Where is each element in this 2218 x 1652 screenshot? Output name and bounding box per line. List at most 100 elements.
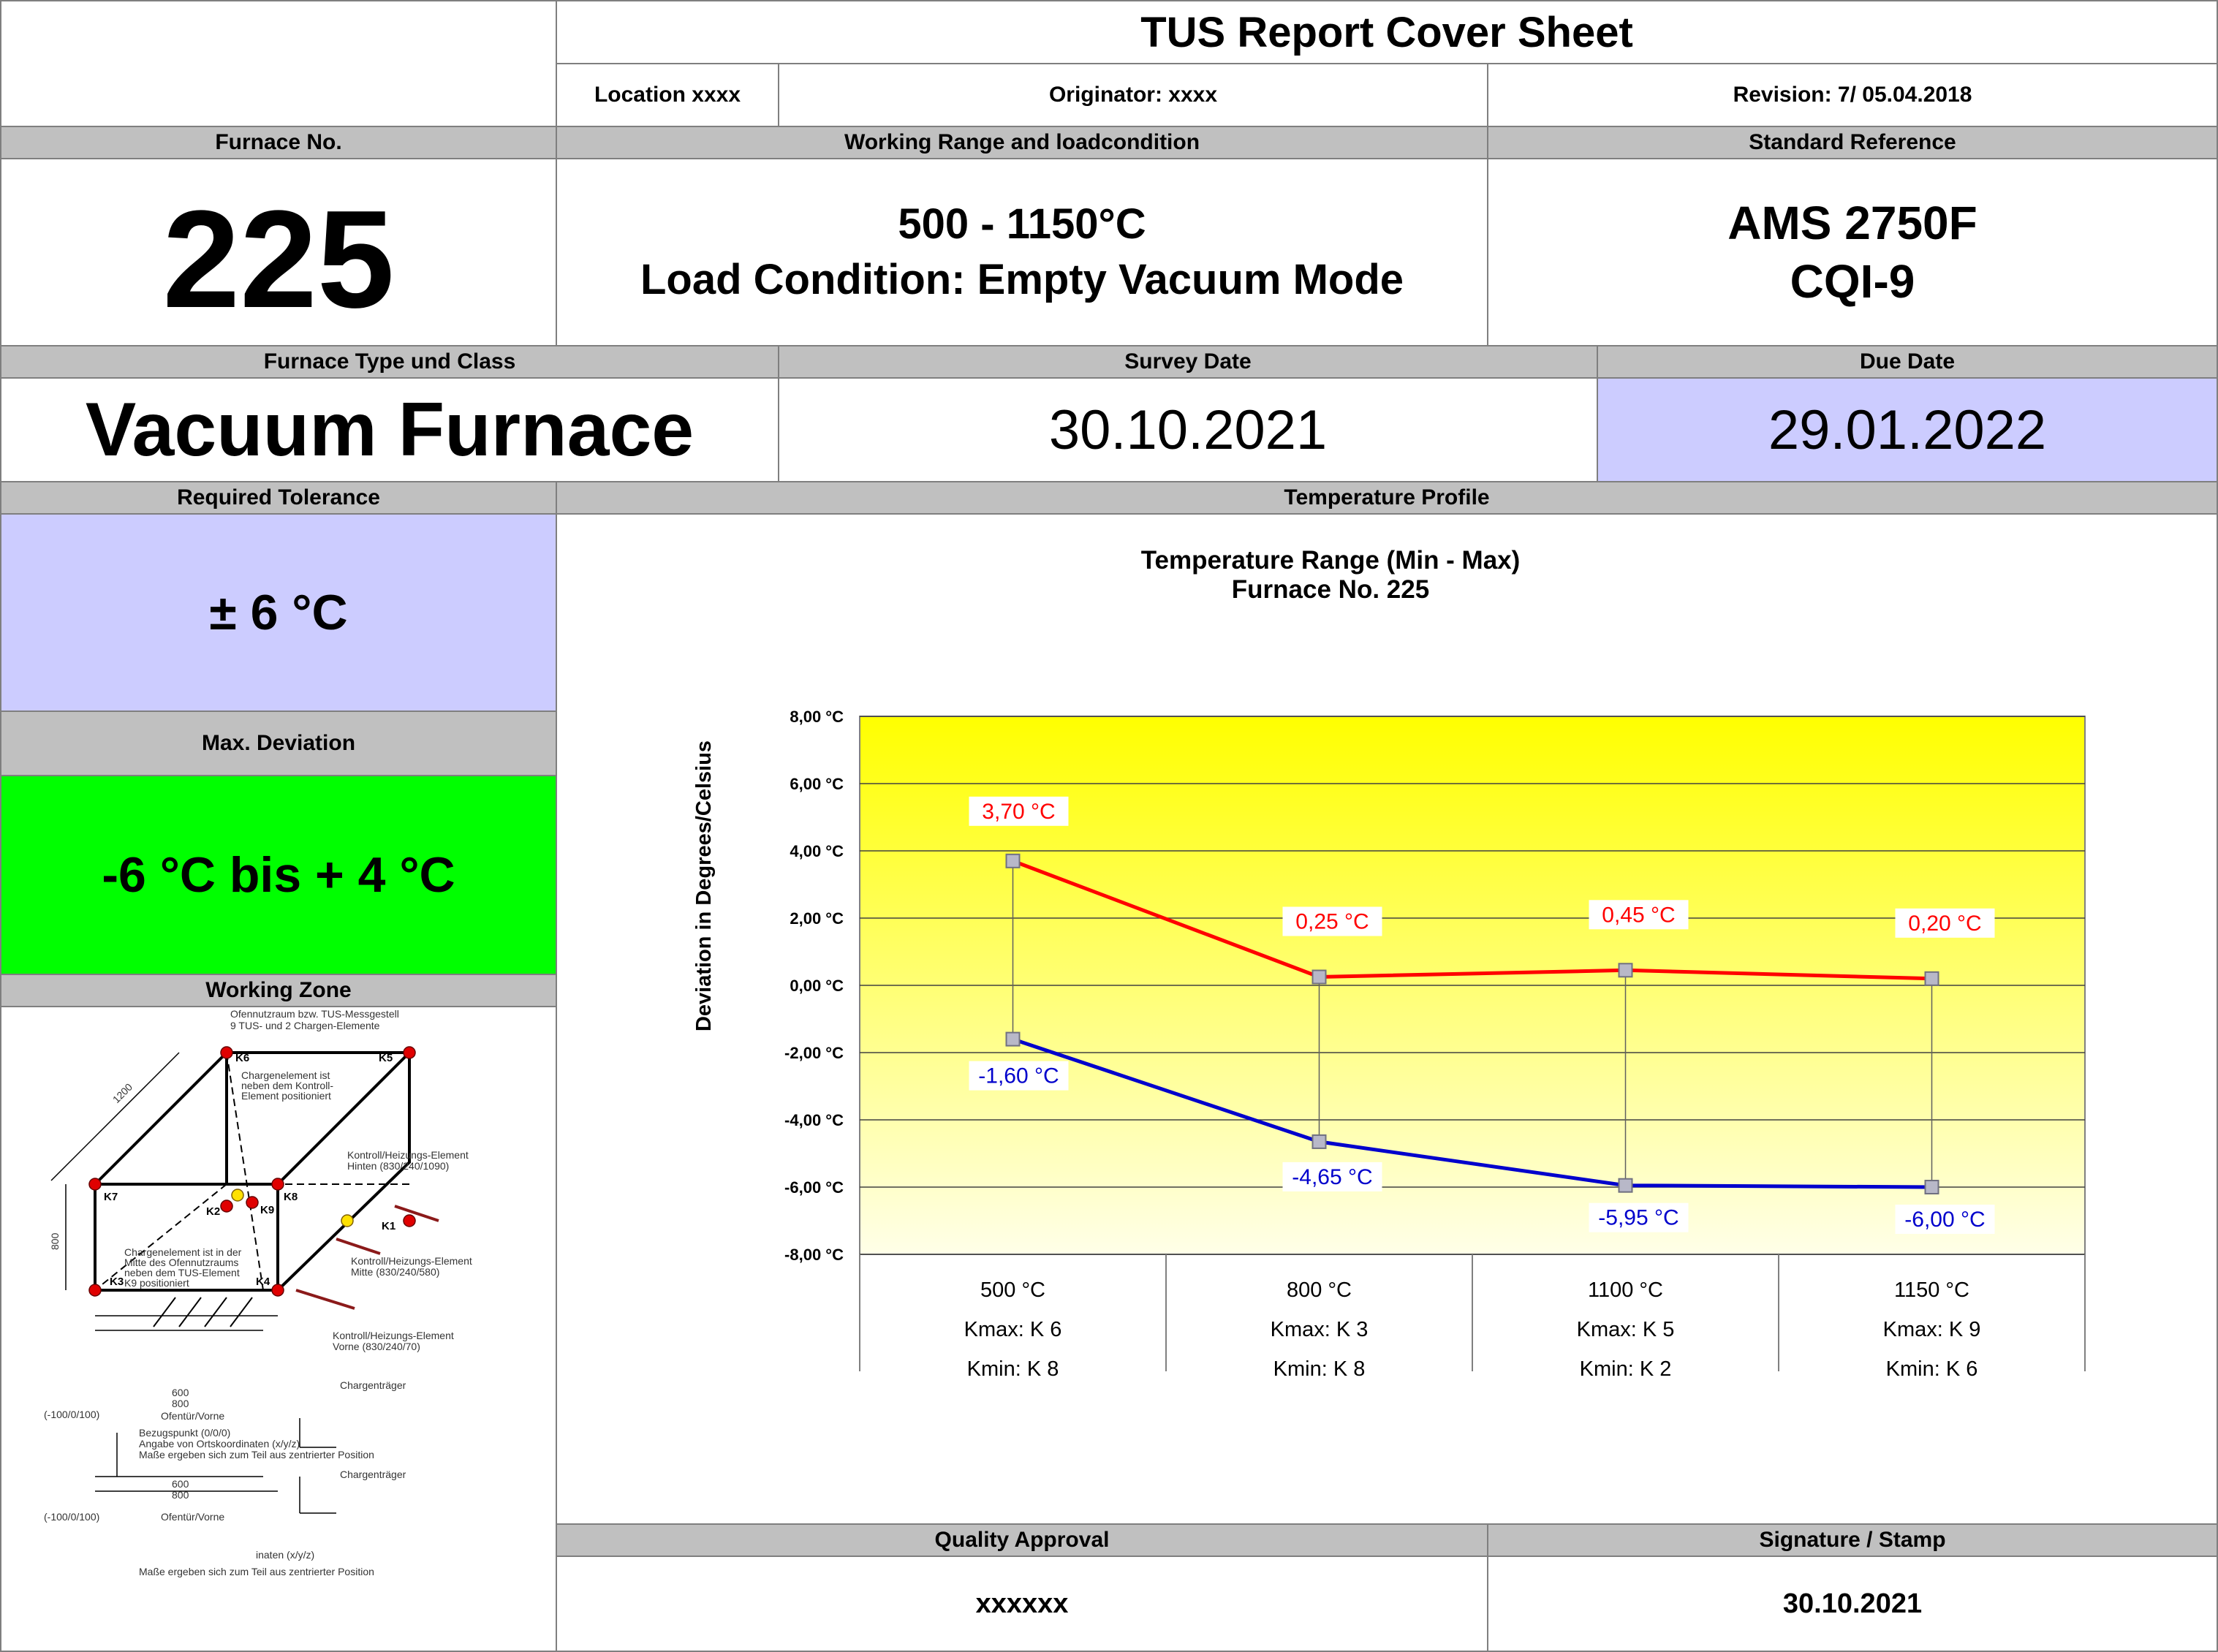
working-range-line2: Load Condition: Empty Vacuum Mode	[640, 256, 1404, 303]
diagram-note: Vorne (830/240/70)	[333, 1341, 420, 1352]
originator-cell: Originator: xxxx	[778, 63, 1488, 127]
furnace-type-value: Vacuum Furnace	[0, 377, 779, 482]
diagram-note: inaten (x/y/z)	[256, 1549, 314, 1561]
temperature-profile-label: Temperature Profile	[556, 481, 2218, 515]
data-point	[1924, 971, 1939, 986]
kmax-label: Kmax: K 6	[964, 1318, 1062, 1341]
furnace-type-label: Furnace Type und Class	[0, 345, 779, 379]
diagram-note: Mitte (830/240/580)	[351, 1266, 439, 1278]
diagram-note: neben dem TUS-Element	[124, 1267, 240, 1278]
dimension-label: 600	[172, 1478, 189, 1490]
data-label: 0,20 °C	[1908, 912, 1981, 936]
y-tick-label: -8,00 °C	[784, 1246, 844, 1264]
node-label: K9	[260, 1204, 274, 1216]
y-tick-label: -6,00 °C	[784, 1178, 844, 1197]
data-point	[1312, 969, 1327, 985]
diagram-note: Hinten (830/240/1090)	[347, 1160, 449, 1172]
tolerance-label: Required Tolerance	[0, 481, 557, 515]
furnace-no-label: Furnace No.	[0, 126, 557, 159]
data-label-background	[1895, 908, 1995, 938]
dimension-label: 600	[172, 1387, 189, 1398]
kmin-label: Kmin: K 8	[967, 1357, 1059, 1381]
tolerance-value: ± 6 °C	[0, 513, 557, 712]
due-date-value: 29.01.2022	[1597, 377, 2218, 482]
data-label-background	[969, 1061, 1069, 1091]
y-tick-label: -4,00 °C	[784, 1111, 844, 1129]
x-tick-label: 500 °C	[980, 1278, 1045, 1302]
diagram-note: Chargenelement ist in der	[124, 1246, 242, 1258]
data-label-background	[1895, 1205, 1995, 1234]
data-label: -1,60 °C	[978, 1064, 1059, 1088]
y-tick-label: -2,00 °C	[784, 1044, 844, 1062]
diagram-note: K9 positioniert	[124, 1277, 189, 1289]
data-label: 3,70 °C	[982, 800, 1055, 824]
diagram-note: Mitte des Ofennutzraums	[124, 1257, 238, 1268]
data-label-background	[1282, 1162, 1382, 1191]
chart-subtitle: Furnace No. 225	[1232, 575, 1429, 604]
data-point	[1618, 1178, 1633, 1193]
diagram-note: Angabe von Ortskoordinaten (x/y/z)	[139, 1438, 300, 1450]
diagram-note: (-100/0/100)	[44, 1511, 99, 1523]
survey-date-value: 30.10.2021	[778, 377, 1598, 482]
data-label: 0,45 °C	[1602, 903, 1675, 927]
node-label: K4	[256, 1276, 270, 1288]
standard-value: AMS 2750F CQI-9	[1487, 158, 2218, 346]
dimension-label: 800	[172, 1398, 189, 1409]
min-series-line	[1012, 1037, 1932, 1189]
data-point	[1618, 963, 1633, 978]
quality-approval-value: xxxxxx	[556, 1556, 1488, 1652]
dimension-label: 800	[172, 1489, 189, 1501]
kmax-label: Kmax: K 3	[1271, 1318, 1369, 1341]
diagram-note: Kontroll/Heizungs-Element	[351, 1255, 472, 1267]
diagram-note: neben dem Kontroll-	[241, 1080, 333, 1091]
data-point	[1312, 1134, 1327, 1149]
quality-approval-label: Quality Approval	[556, 1523, 1488, 1557]
node-label: K6	[235, 1052, 249, 1064]
x-tick-label: 1150 °C	[1894, 1278, 1969, 1302]
dimension-label: 1200	[110, 1081, 135, 1105]
diagram-note: Ofennutzraum bzw. TUS-Messgestell	[230, 1009, 399, 1020]
kmax-label: Kmax: K 9	[1883, 1318, 1981, 1341]
node-label: K5	[379, 1052, 393, 1064]
max-series-line	[1012, 859, 1932, 981]
diagram-note: Chargenträger	[340, 1379, 406, 1391]
data-label: -5,95 °C	[1598, 1206, 1678, 1230]
signature-label: Signature / Stamp	[1487, 1523, 2218, 1557]
node-label: K1	[382, 1220, 395, 1232]
kmax-label: Kmax: K 5	[1577, 1318, 1675, 1341]
working-range-value: 500 - 1150°C Load Condition: Empty Vacuu…	[556, 158, 1488, 346]
working-range-line1: 500 - 1150°C	[898, 200, 1146, 248]
diagram-note: Maße ergeben sich zum Teil aus zentriert…	[139, 1449, 374, 1460]
dimension-label: 800	[49, 1232, 61, 1250]
diagram-note: Kontroll/Heizungs-Element	[333, 1330, 454, 1341]
diagram-note: Bezugspunkt (0/0/0)	[139, 1427, 230, 1439]
diagram-note: Chargenelement ist	[241, 1069, 330, 1081]
chart-title: Temperature Range (Min - Max)	[1141, 546, 1521, 575]
diagram-note: Kontroll/Heizungs-Element	[347, 1149, 469, 1161]
data-point	[1005, 853, 1021, 868]
y-tick-label: 2,00 °C	[790, 909, 844, 928]
standard-line1: AMS 2750F	[1727, 197, 1977, 249]
y-axis-label: Deviation in Degrees/Celsius	[692, 740, 716, 1031]
diagram-note: (-100/0/100)	[44, 1409, 99, 1420]
kmin-label: Kmin: K 8	[1273, 1357, 1366, 1381]
diagram-note: Ofentür/Vorne	[161, 1410, 224, 1422]
node-label: K2	[206, 1205, 220, 1218]
diagram-note: Element positioniert	[241, 1090, 331, 1102]
y-tick-label: 0,00 °C	[790, 977, 844, 995]
data-label-background	[969, 796, 1069, 826]
working-zone-diagram: K6 K5 K7 K8 K2 K9 K1 K3 K4 Ofennutzraum …	[44, 1009, 472, 1577]
data-point	[1005, 1031, 1021, 1047]
temperature-range-chart: Temperature Range (Min - Max) Furnace No…	[692, 546, 2086, 1381]
furnace-no-value: 225	[0, 158, 557, 346]
data-label: 0,25 °C	[1295, 910, 1369, 934]
node-label: K3	[110, 1276, 124, 1288]
y-tick-label: 8,00 °C	[790, 708, 844, 726]
y-tick-label: 4,00 °C	[790, 842, 844, 860]
diagram-note: Maße ergeben sich zum Teil aus zentriert…	[139, 1566, 374, 1577]
working-range-label: Working Range and loadcondition	[556, 126, 1488, 159]
kmin-label: Kmin: K 6	[1886, 1357, 1978, 1381]
due-date-label: Due Date	[1597, 345, 2218, 379]
x-tick-label: 800 °C	[1287, 1278, 1352, 1302]
data-label: -4,65 °C	[1292, 1165, 1372, 1189]
